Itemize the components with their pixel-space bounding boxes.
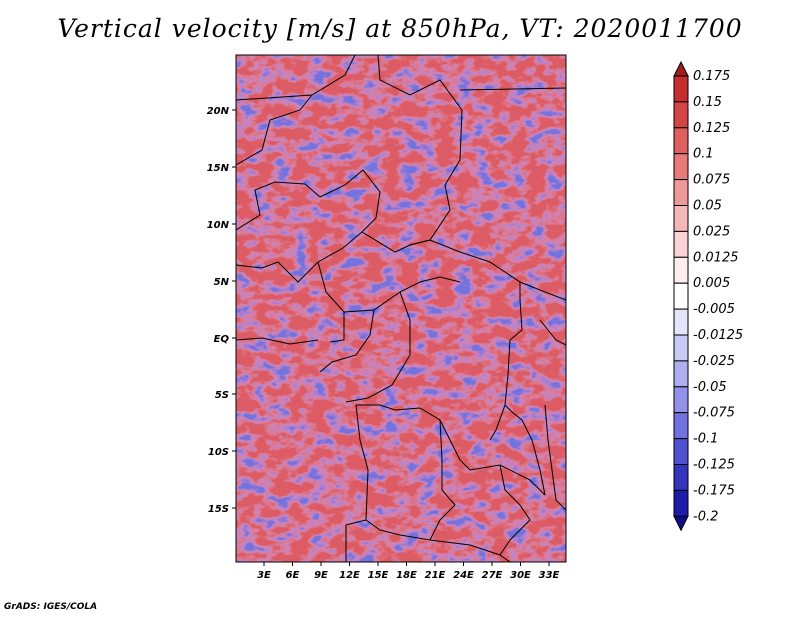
lon-tick-label: 9E bbox=[314, 570, 328, 581]
colorbar-segment bbox=[673, 360, 689, 388]
lon-tick-label: 18E bbox=[396, 570, 417, 581]
footer-credit: GrADS: IGES/COLA bbox=[4, 602, 98, 612]
colorbar-segment bbox=[673, 438, 689, 466]
colorbar-segment bbox=[673, 101, 689, 129]
colorbar-top-arrow bbox=[673, 60, 689, 77]
lon-tick-label: 27E bbox=[482, 570, 503, 581]
colorbar-segment bbox=[673, 179, 689, 207]
lon-tick-label: 15E bbox=[368, 570, 389, 581]
colorbar-segment bbox=[673, 127, 689, 155]
colorbar-label: 0.075 bbox=[693, 173, 730, 188]
lat-tick-label: 10N bbox=[207, 220, 230, 231]
longitude-ticks: 3E 6E 9E 12E 15E 18E 21E 24E 27E 30E 33E bbox=[257, 562, 560, 581]
lon-tick-label: 12E bbox=[339, 570, 360, 581]
lon-tick-label: 24E bbox=[453, 570, 474, 581]
lon-tick-label: 6E bbox=[286, 570, 300, 581]
lon-tick-label: 30E bbox=[510, 570, 531, 581]
lat-tick-label: 15N bbox=[207, 163, 230, 174]
colorbar-segment bbox=[673, 256, 689, 284]
colorbar-segment bbox=[673, 489, 689, 517]
colorbar-label: 0.175 bbox=[693, 69, 730, 84]
lat-tick-label: 15S bbox=[208, 504, 229, 515]
colorbar-label: 0.0125 bbox=[693, 250, 739, 265]
colorbar-label: 0.025 bbox=[693, 224, 730, 239]
colorbar-segment bbox=[673, 230, 689, 258]
colorbar-segment bbox=[673, 386, 689, 414]
colorbar-label: -0.05 bbox=[693, 380, 727, 395]
colorbar-segment bbox=[673, 153, 689, 181]
chart-title: Vertical velocity [m/s] at 850hPa, VT: 2… bbox=[57, 14, 743, 43]
colorbar-label: 0.15 bbox=[693, 95, 722, 110]
colorbar-label: -0.125 bbox=[693, 458, 735, 473]
map-axes bbox=[235, 54, 567, 563]
colorbar: 0.175 0.15 0.125 0.1 0.075 0.05 0.025 0.0125 0.0… bbox=[673, 60, 743, 532]
colorbar-label: -0.175 bbox=[693, 483, 735, 498]
colorbar-segment bbox=[673, 334, 689, 362]
colorbar-label: 0.005 bbox=[693, 276, 730, 291]
lat-tick-label: 5S bbox=[215, 390, 229, 401]
latitude-ticks: 20N 15N 10N 5N EQ 5S 10S 15S bbox=[207, 106, 236, 515]
lon-tick-label: 3E bbox=[257, 570, 271, 581]
colorbar-label: 0.1 bbox=[693, 147, 714, 162]
colorbar-label: -0.075 bbox=[693, 406, 735, 421]
colorbar-label: -0.025 bbox=[693, 354, 735, 369]
colorbar-bottom-arrow bbox=[673, 515, 689, 532]
colorbar-segment bbox=[673, 308, 689, 336]
colorbar-segment bbox=[673, 464, 689, 491]
colorbar-label: -0.0125 bbox=[693, 328, 743, 343]
lat-tick-label: 20N bbox=[207, 106, 230, 117]
colorbar-label: -0.2 bbox=[693, 509, 718, 524]
colorbar-segment bbox=[673, 282, 689, 310]
colorbar-segment bbox=[673, 75, 689, 103]
colorbar-label: -0.1 bbox=[693, 432, 718, 447]
colorbar-label: 0.125 bbox=[693, 121, 730, 136]
colorbar-segment bbox=[673, 205, 689, 232]
lat-tick-label: 10S bbox=[208, 447, 229, 458]
lon-tick-label: 21E bbox=[425, 570, 446, 581]
lat-tick-label: 5N bbox=[214, 277, 230, 288]
lat-tick-label: EQ bbox=[214, 334, 230, 345]
colorbar-label: 0.05 bbox=[693, 199, 722, 214]
velocity-field bbox=[236, 55, 566, 562]
colorbar-label: -0.005 bbox=[693, 302, 735, 317]
country-borders bbox=[236, 55, 566, 562]
lon-tick-label: 33E bbox=[539, 570, 560, 581]
colorbar-segment bbox=[673, 412, 689, 440]
